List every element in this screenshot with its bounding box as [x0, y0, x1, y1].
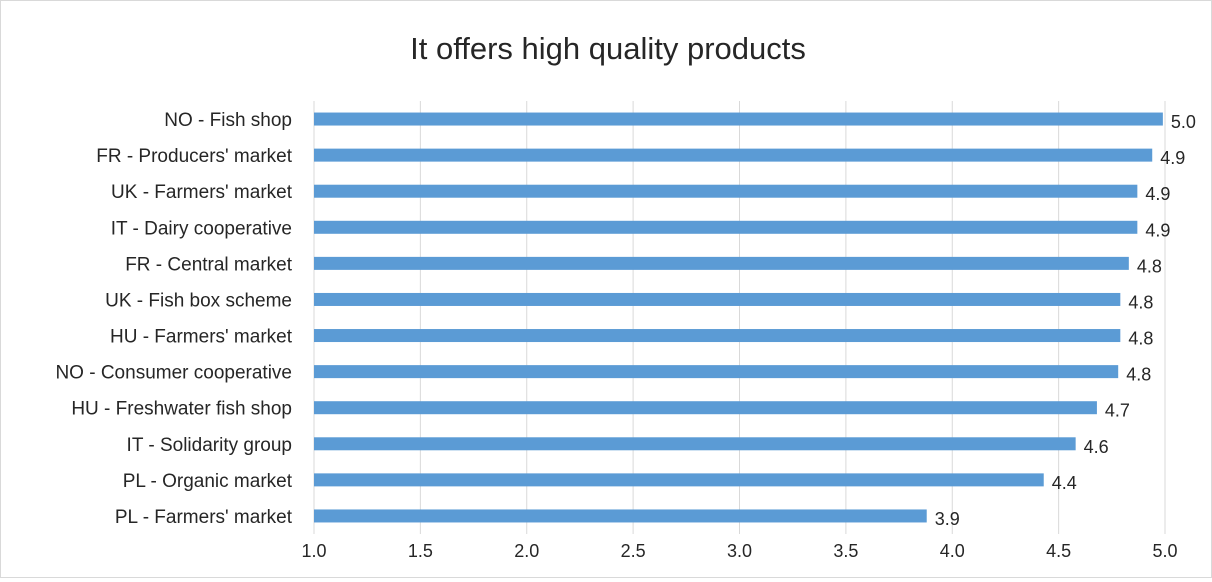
category-label: PL - Farmers' market — [115, 507, 293, 528]
data-label: 4.9 — [1160, 148, 1185, 168]
category-label: HU - Freshwater fish shop — [71, 399, 292, 420]
bar — [314, 401, 1097, 415]
bar — [314, 509, 927, 523]
bar — [314, 112, 1163, 126]
value-labels: 5.0 4.9 4.9 4.9 4.8 4.8 4.8 4.8 4.7 4.6 4.4 3.9 — [935, 112, 1196, 529]
bar — [314, 292, 1121, 306]
bar — [314, 256, 1129, 270]
category-label: UK - Farmers' market — [111, 182, 293, 203]
data-label: 3.9 — [935, 509, 960, 529]
bars — [314, 112, 1163, 523]
bar — [314, 148, 1153, 162]
data-label: 4.4 — [1052, 473, 1077, 493]
category-label: PL - Organic market — [123, 471, 293, 492]
category-label: NO - Consumer cooperative — [55, 363, 292, 384]
data-label: 4.8 — [1126, 365, 1151, 385]
bar — [314, 329, 1121, 343]
category-labels: NO - Fish shop FR - Producers' market UK -… — [55, 110, 292, 528]
category-label: NO - Fish shop — [164, 110, 292, 131]
x-tick-label: 4.0 — [940, 541, 965, 561]
data-label: 4.7 — [1105, 401, 1130, 421]
category-label: FR - Central market — [125, 254, 293, 275]
x-tick-label: 3.0 — [727, 541, 752, 561]
gridlines — [313, 101, 1166, 534]
x-tick-label: 2.0 — [514, 541, 539, 561]
x-tick-label: 3.5 — [833, 541, 858, 561]
data-label: 4.9 — [1145, 184, 1170, 204]
category-label: IT - Dairy cooperative — [111, 218, 292, 239]
data-label: 4.9 — [1145, 220, 1170, 240]
category-label: UK - Fish box scheme — [105, 290, 292, 311]
chart-title: It offers high quality products — [410, 31, 806, 66]
x-tick-label: 1.0 — [301, 541, 326, 561]
x-tick-label: 1.5 — [408, 541, 433, 561]
bar — [314, 473, 1044, 487]
category-label: FR - Producers' market — [96, 146, 293, 167]
x-tick-label: 5.0 — [1152, 541, 1177, 561]
category-label: IT - Solidarity group — [127, 435, 292, 456]
bar — [314, 365, 1119, 379]
data-label: 4.8 — [1137, 256, 1162, 276]
data-label: 4.8 — [1128, 292, 1153, 312]
bar — [314, 220, 1138, 234]
data-label: 5.0 — [1171, 112, 1196, 132]
x-tick-label: 2.5 — [621, 541, 646, 561]
x-tick-label: 4.5 — [1046, 541, 1071, 561]
bar — [314, 437, 1076, 451]
bar — [314, 184, 1138, 198]
x-axis-tick-labels: 1.0 1.5 2.0 2.5 3.0 3.5 4.0 4.5 5.0 — [301, 541, 1177, 561]
data-label: 4.8 — [1128, 329, 1153, 349]
category-label: HU - Farmers' market — [110, 327, 293, 348]
data-label: 4.6 — [1084, 437, 1109, 457]
